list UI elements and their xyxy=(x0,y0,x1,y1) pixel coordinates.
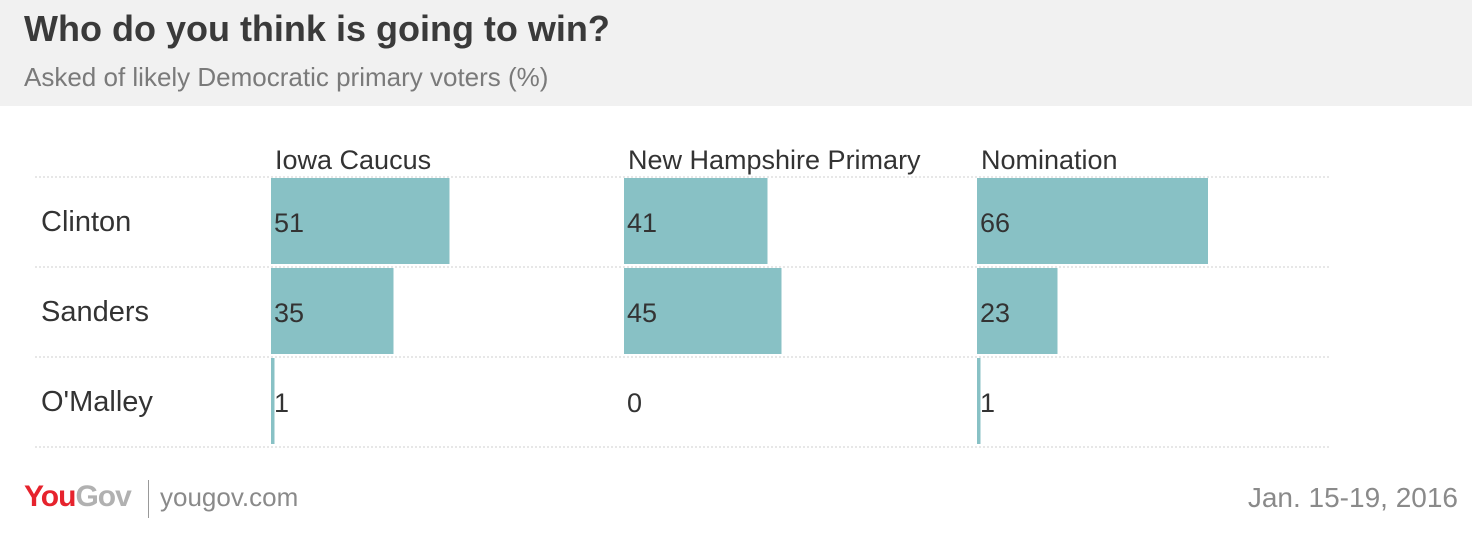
bar-0-1 xyxy=(271,268,394,354)
data-label-0-0: 51 xyxy=(274,208,304,238)
data-label-0-2: 1 xyxy=(274,388,289,418)
chart-subtitle: Asked of likely Democratic primary voter… xyxy=(24,62,549,92)
panel-header-0: Iowa Caucus xyxy=(275,145,431,175)
bar-chart: Iowa Caucus New Hampshire Primary Nominati… xyxy=(35,145,1330,448)
data-label-2-0: 66 xyxy=(980,208,1010,238)
bar-2-2 xyxy=(977,358,981,444)
footer-divider xyxy=(148,480,149,518)
category-label-2: O'Malley xyxy=(41,386,153,418)
chart-title: Who do you think is going to win? xyxy=(24,8,610,49)
bar-2-1 xyxy=(977,268,1058,354)
data-label-2-1: 23 xyxy=(980,298,1010,328)
bar-1-1 xyxy=(624,268,782,354)
bar-0-2 xyxy=(271,358,275,444)
yougov-logo: YouGov xyxy=(24,480,132,514)
category-label-1: Sanders xyxy=(41,296,149,328)
category-label-0: Clinton xyxy=(41,206,131,238)
data-label-1-1: 45 xyxy=(627,298,657,328)
bar-2-0 xyxy=(977,178,1208,264)
bar-1-0 xyxy=(624,178,768,264)
data-label-2-2: 1 xyxy=(980,388,995,418)
chart-header: Who do you think is going to win? Asked … xyxy=(0,0,1472,106)
panel-header-1: New Hampshire Primary xyxy=(628,145,921,175)
bar-0-0 xyxy=(271,178,450,264)
logo-you: You xyxy=(24,480,76,513)
footer-date: Jan. 15-19, 2016 xyxy=(1247,482,1458,513)
data-label-1-0: 41 xyxy=(627,208,657,238)
data-label-0-1: 35 xyxy=(274,298,304,328)
footer-url: yougov.com xyxy=(160,482,299,512)
data-label-1-2: 0 xyxy=(627,388,642,418)
logo-gov: Gov xyxy=(75,480,131,513)
panel-header-2: Nomination xyxy=(981,145,1118,175)
